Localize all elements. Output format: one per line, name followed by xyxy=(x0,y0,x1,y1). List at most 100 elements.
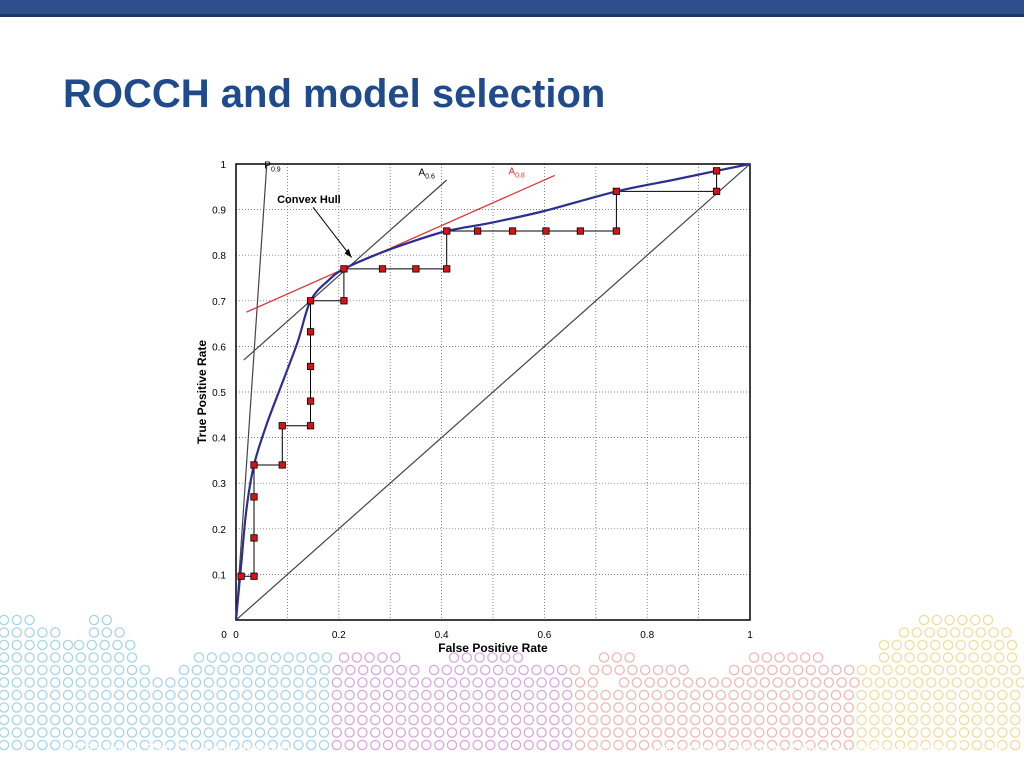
decorative-dot xyxy=(536,714,547,726)
decorative-dot xyxy=(11,677,23,688)
decorative-dot xyxy=(651,739,663,751)
decorative-dot xyxy=(964,677,975,688)
decorative-dot xyxy=(267,727,279,738)
decorative-dot xyxy=(139,664,151,676)
decorative-dot xyxy=(357,702,368,713)
decorative-dot xyxy=(657,677,668,688)
decorative-dot xyxy=(114,627,125,638)
decorative-dot xyxy=(293,727,304,738)
decorative-dot xyxy=(984,689,995,701)
decorative-dot xyxy=(497,702,509,713)
decorative-dot xyxy=(332,664,343,676)
decorative-dot xyxy=(678,664,689,676)
decorative-dot xyxy=(962,627,974,638)
slide-title: ROCCH and model selection xyxy=(63,72,606,116)
decorative-dot xyxy=(331,714,343,726)
classifier-point-marker xyxy=(473,227,482,235)
decorative-dot xyxy=(499,652,511,663)
classifier-point-marker xyxy=(306,422,315,430)
decorative-dot xyxy=(817,739,829,751)
decorative-dot xyxy=(0,739,10,751)
decorative-dot xyxy=(305,689,317,701)
decorative-dot xyxy=(869,739,880,751)
decorative-dot xyxy=(907,689,919,701)
decorative-dot xyxy=(958,727,970,738)
decorative-dot xyxy=(357,727,368,738)
decorative-dot xyxy=(101,714,112,726)
decorative-dot xyxy=(152,727,163,738)
y-tick-label: 0.2 xyxy=(212,525,226,536)
decorative-dot xyxy=(497,714,509,726)
decorative-dot xyxy=(933,739,944,751)
decorative-dot xyxy=(942,652,954,663)
decorative-dot xyxy=(929,639,941,651)
decorative-dot xyxy=(139,702,151,713)
decorative-dot xyxy=(664,702,675,713)
decorative-dot xyxy=(112,639,123,651)
footer-copyright-text: © 2013 Mohak Shah xyxy=(62,741,172,755)
decorative-dot xyxy=(812,652,824,663)
decorative-dot xyxy=(24,739,35,751)
decorative-dot xyxy=(728,689,739,701)
decorative-dot xyxy=(753,739,765,751)
x-tick-label: 0.4 xyxy=(435,630,449,641)
decorative-dot xyxy=(917,652,928,663)
decorative-dot xyxy=(88,702,99,713)
decorative-dot xyxy=(305,677,317,688)
decorative-dot xyxy=(177,714,189,726)
decorative-dot xyxy=(369,727,381,738)
y-tick-label: 0.4 xyxy=(212,434,226,445)
decorative-dot xyxy=(907,714,919,726)
decorative-dot xyxy=(1015,677,1024,688)
decorative-dot xyxy=(574,702,586,713)
decorative-dot xyxy=(792,739,803,751)
decorative-dot xyxy=(625,739,637,751)
decorative-dot xyxy=(677,739,688,751)
decorative-dot xyxy=(165,714,176,726)
decorative-dot xyxy=(37,714,48,726)
classifier-point-marker xyxy=(378,265,387,273)
classifier-point-marker xyxy=(306,297,315,305)
decorative-dot xyxy=(984,702,995,713)
classifier-point-marker xyxy=(443,227,451,235)
decorative-dot xyxy=(24,689,35,701)
decorative-dot xyxy=(920,664,932,676)
decorative-dot xyxy=(62,702,74,713)
decorative-dot xyxy=(204,664,215,676)
decorative-dot xyxy=(588,664,600,676)
decorative-dot xyxy=(721,677,732,688)
classifier-point-marker xyxy=(278,422,286,430)
decorative-dot xyxy=(270,652,282,663)
decorative-dot xyxy=(949,627,961,638)
decorative-dot xyxy=(817,689,829,701)
decorative-dot xyxy=(651,727,663,738)
decorative-dot xyxy=(715,689,727,701)
decorative-dot xyxy=(177,689,189,701)
decorative-dot xyxy=(561,739,573,751)
decorative-dot xyxy=(126,664,138,676)
decorative-dot xyxy=(216,727,227,738)
decorative-dot xyxy=(849,677,860,688)
decorative-dot xyxy=(0,652,10,663)
decorative-dot xyxy=(510,677,522,688)
decorative-dot xyxy=(869,727,880,738)
decorative-dot xyxy=(702,739,714,751)
decorative-dot xyxy=(891,652,903,663)
decorative-dot xyxy=(485,689,496,701)
decorative-dot xyxy=(88,652,99,663)
decorative-dot xyxy=(497,677,509,688)
decorative-dot xyxy=(75,727,87,738)
decorative-dot xyxy=(283,652,294,663)
decorative-dot xyxy=(382,739,394,751)
decorative-dot xyxy=(459,677,471,688)
decorative-dot xyxy=(24,627,35,638)
decorative-dot xyxy=(293,739,304,751)
decorative-dot xyxy=(728,714,739,726)
decorative-dot xyxy=(869,689,880,701)
decorative-dot xyxy=(241,689,253,701)
decorative-dot xyxy=(75,652,87,663)
decorative-dot xyxy=(395,714,407,726)
decorative-dot xyxy=(830,714,842,726)
decorative-dot xyxy=(0,639,10,651)
decorative-dot xyxy=(216,702,227,713)
